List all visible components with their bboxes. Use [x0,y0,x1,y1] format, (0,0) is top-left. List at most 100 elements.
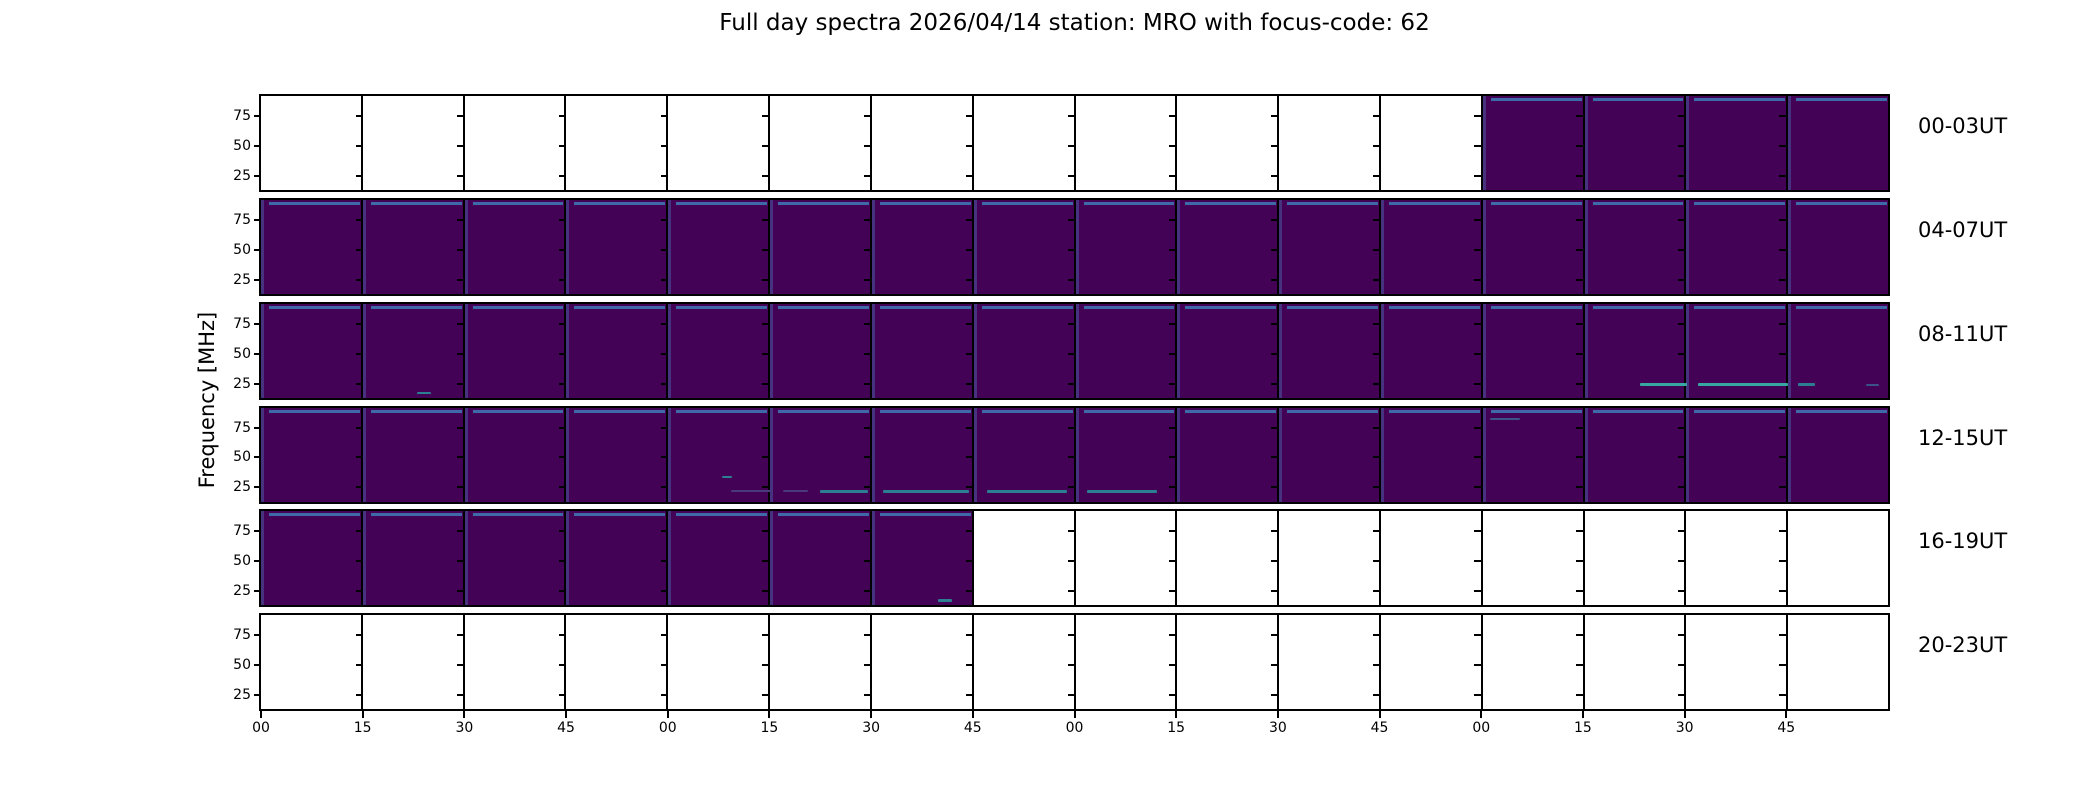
cell-left-strip [464,511,468,605]
cell-top-emission-line [472,202,564,205]
cell-top-emission-line [269,409,360,413]
cell-left-strip [1686,304,1690,398]
cell-left-strip [770,511,774,605]
cell-left-strip [261,511,264,605]
cell-left-strip [566,511,570,605]
y-tick [457,559,465,562]
y-tick [1067,174,1075,177]
cell-top-emission-line [370,306,462,309]
y-tick [457,323,465,326]
y-tick [864,589,872,592]
y-tick-label: 25 [233,375,251,392]
y-tick [1779,559,1787,562]
cell-top-emission-line [981,409,1073,413]
y-tick [355,115,363,118]
cell-left-strip [770,407,774,502]
y-tick [1067,456,1075,459]
spectro-cell-empty [1582,511,1685,605]
y-tick [762,589,770,592]
y-tick [1677,559,1685,562]
cell-left-strip [362,200,366,294]
x-tick-label: 15 [1167,720,1186,736]
spectro-cell-filled [869,200,972,294]
spectro-cell-filled [1786,407,1888,502]
y-tick [1067,559,1075,562]
spectro-cell-empty [666,96,768,190]
spectro-cell-empty [869,615,972,709]
y-tick [1169,174,1177,177]
y-tick [1575,559,1583,562]
spectro-cell-empty [1175,615,1277,709]
cell-left-strip [261,407,264,502]
y-tick [965,456,973,459]
y-tick [355,426,363,429]
y-tick [457,589,465,592]
spectro-cell-filled [1175,407,1278,502]
y-tick [660,278,668,281]
spectro-cell-filled [1378,304,1481,398]
spectro-cell-empty [1277,615,1379,709]
x-tick-label: 00 [658,720,677,736]
y-tick [254,486,261,489]
y-tick [660,693,668,696]
y-tick [1270,382,1278,385]
y-tick [1474,382,1482,385]
y-tick [864,323,872,326]
cell-left-strip [566,407,570,502]
y-tick [1474,559,1482,562]
y-tick [355,382,363,385]
y-tick [1067,663,1075,666]
y-tick [864,663,872,666]
spectrogram-row [259,94,1890,192]
cell-top-emission-line [981,306,1073,309]
cell-top-emission-line [676,409,768,413]
spectro-cell-filled [1786,200,1888,294]
spectro-cell-filled [1684,200,1787,294]
spectrogram-row [259,509,1890,607]
y-tick [660,559,668,562]
y-tick [1067,634,1075,637]
y-tick [355,559,363,562]
y-tick [1372,426,1380,429]
spectro-cell-empty [1480,615,1583,709]
y-tick [1372,589,1380,592]
spectro-cell-filled [1378,200,1481,294]
y-tick [559,323,567,326]
y-tick [1779,634,1787,637]
cell-top-emission-line [574,202,666,205]
y-tick [355,693,363,696]
y-tick [1677,456,1685,459]
spectro-cell-empty [1480,511,1583,605]
emission-dash [1087,490,1157,493]
row-time-label: 08-11UT [1918,322,2008,346]
y-tick [1067,248,1075,251]
y-tick [355,352,363,355]
y-tick-label: 50 [233,552,251,569]
emission-dash [938,599,952,602]
spectrogram-row [259,198,1890,296]
y-tick [1779,693,1787,696]
y-tick [1372,486,1380,489]
y-tick [1677,486,1685,489]
spectro-cell-filled [1480,407,1583,502]
y-tick [660,486,668,489]
y-tick [1169,219,1177,222]
cell-left-strip [1584,407,1588,502]
x-tick-label: 30 [1675,720,1694,736]
cell-left-strip [1279,304,1283,398]
cell-left-strip [1686,200,1690,294]
spectro-cell-empty [360,615,463,709]
cell-top-emission-line [778,409,869,413]
cell-top-emission-line [778,202,869,205]
cell-top-emission-line [574,306,666,309]
cell-left-strip [1788,407,1792,502]
y-tick [864,426,872,429]
x-tick-label: 00 [252,720,270,736]
y-tick [1575,248,1583,251]
cell-top-emission-line [1796,409,1887,413]
cell-top-emission-line [1185,202,1277,205]
cell-left-strip [871,200,875,294]
cell-top-emission-line [981,202,1073,205]
cell-left-strip [1380,407,1384,502]
spectro-cell-filled [869,304,972,398]
